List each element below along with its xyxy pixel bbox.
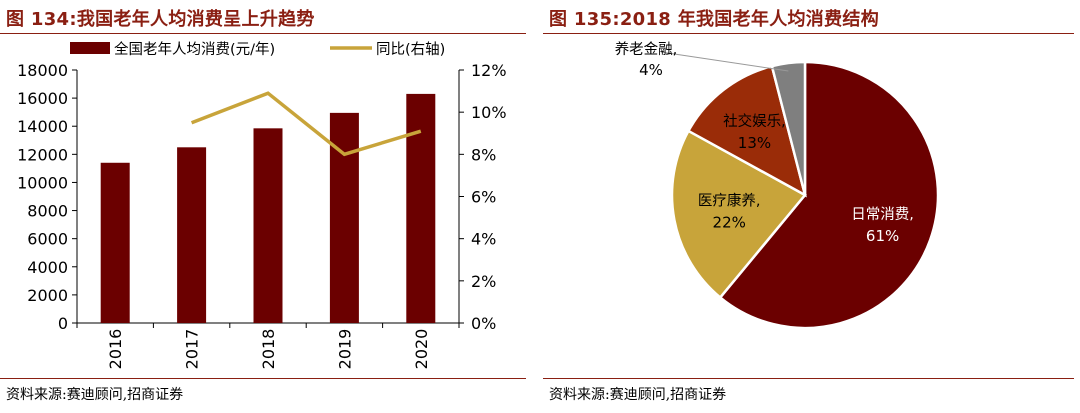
right-tick-label: 10% bbox=[471, 103, 507, 122]
x-tick-label: 2019 bbox=[335, 329, 354, 370]
title-rule bbox=[543, 33, 1074, 34]
slice-label: 社交娱乐, bbox=[723, 112, 786, 130]
pie-labels: 日常消费, 61% 医疗康养, 22% 社交娱乐, 13% 养老金融, 4% bbox=[615, 41, 914, 245]
slice-percent: 22% bbox=[713, 213, 746, 231]
left-tick-label: 14000 bbox=[17, 117, 68, 136]
left-tick-label: 0 bbox=[58, 314, 68, 333]
source-rule bbox=[0, 378, 526, 379]
left-tick-label: 6000 bbox=[27, 230, 68, 249]
bar-2020 bbox=[406, 93, 436, 324]
legend-line-label: 同比(右轴) bbox=[376, 41, 445, 58]
title-rule bbox=[0, 33, 526, 34]
source-note: 资料来源:赛迪顾问,招商证券 bbox=[6, 387, 184, 403]
source-note: 资料来源:赛迪顾问,招商证券 bbox=[549, 387, 727, 403]
right-tick-label: 2% bbox=[471, 272, 496, 291]
right-tick-label: 0% bbox=[471, 314, 496, 333]
legend-bar-swatch bbox=[70, 42, 110, 54]
pie-chart-panel: 图 135:2018 年我国老年人均消费结构 日常消费, 61% 医疗康养, 22% 社… bbox=[543, 0, 1080, 413]
x-tick-label: 2018 bbox=[259, 329, 278, 370]
slice-percent: 13% bbox=[738, 134, 771, 152]
right-tick-label: 4% bbox=[471, 230, 496, 249]
x-tick-label: 2020 bbox=[412, 329, 431, 370]
bar-line-chart: 全国老年人均消费(元/年) 同比(右轴) 0 2000 4000 6000 8000 10… bbox=[17, 40, 506, 369]
bar-chart-marks bbox=[100, 91, 436, 324]
left-tick-label: 16000 bbox=[17, 89, 68, 108]
left-tick-label: 2000 bbox=[27, 286, 68, 305]
left-tick-label: 18000 bbox=[17, 61, 68, 80]
bar-2017 bbox=[177, 147, 207, 323]
left-tick-label: 4000 bbox=[27, 258, 68, 277]
pie-slice-3 bbox=[770, 60, 807, 196]
slice-label: 医疗康养, bbox=[698, 192, 761, 209]
slice-label: 养老金融, bbox=[615, 41, 678, 58]
chart-title: 图 134:我国老年人均消费呈上升趋势 bbox=[6, 9, 315, 30]
right-tick-label: 8% bbox=[471, 145, 496, 164]
bar-2018 bbox=[253, 128, 283, 323]
slice-label: 日常消费, bbox=[851, 206, 914, 223]
chart-title: 图 135:2018 年我国老年人均消费结构 bbox=[549, 9, 880, 30]
right-tick-label: 12% bbox=[471, 61, 507, 80]
legend-bar-label: 全国老年人均消费(元/年) bbox=[114, 40, 275, 58]
left-tick-label: 8000 bbox=[27, 202, 68, 221]
left-tick-label: 12000 bbox=[17, 145, 68, 164]
x-tick-label: 2016 bbox=[106, 329, 125, 370]
slice-percent: 61% bbox=[866, 227, 899, 245]
pie-slice-1 bbox=[670, 129, 807, 300]
bar-line-chart-panel: 图 134:我国老年人均消费呈上升趋势 全国老年人均消费(元/年) 同比(右轴)… bbox=[0, 0, 532, 413]
slice-percent: 4% bbox=[639, 61, 663, 79]
pie-slices bbox=[670, 60, 940, 330]
pie-slice-0 bbox=[718, 60, 940, 330]
pie-chart: 日常消费, 61% 医疗康养, 22% 社交娱乐, 13% 养老金融, 4% bbox=[615, 41, 940, 330]
yoy-line bbox=[190, 91, 422, 157]
x-tick-label: 2017 bbox=[183, 329, 202, 370]
bar-chart-axes: 0 2000 4000 6000 8000 10000 12000 14000 16000 180… bbox=[17, 61, 506, 369]
right-tick-label: 6% bbox=[471, 188, 496, 207]
source-rule bbox=[543, 378, 1074, 379]
left-tick-label: 10000 bbox=[17, 173, 68, 192]
leader-line bbox=[660, 51, 789, 72]
bar-2016 bbox=[100, 162, 130, 323]
